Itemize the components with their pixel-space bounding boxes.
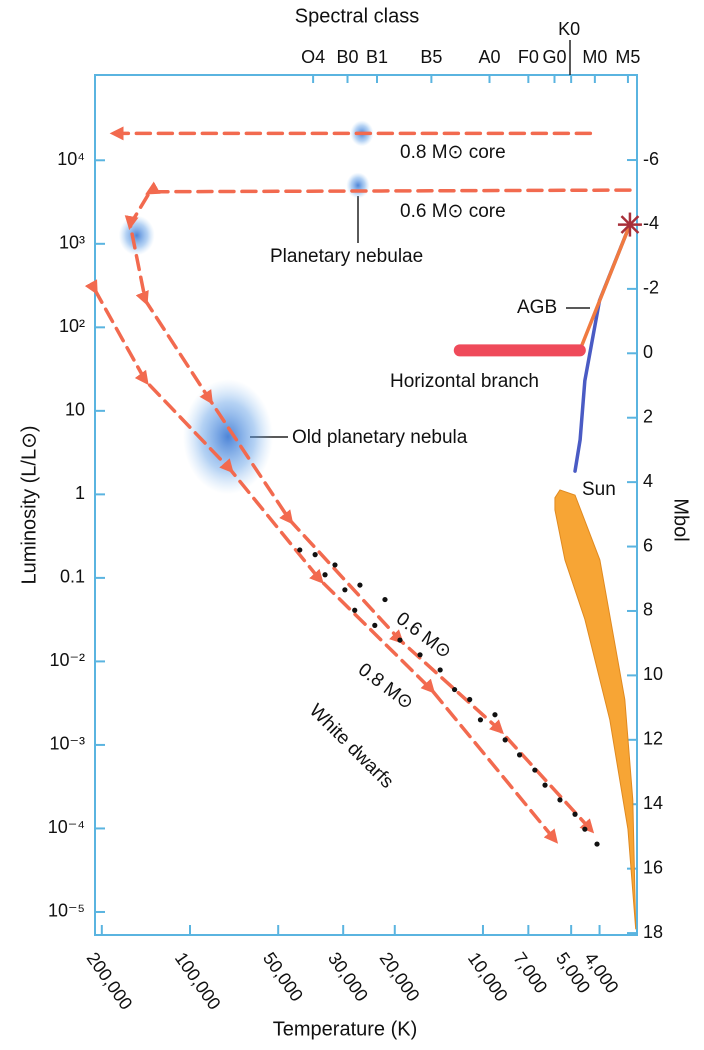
x2-tick-label: B5 bbox=[420, 47, 442, 67]
x2-tick-label: K0 bbox=[558, 19, 580, 39]
main-sequence-band bbox=[554, 489, 637, 930]
branch-line bbox=[578, 222, 632, 353]
annotation: 0.6 M⊙ bbox=[392, 608, 455, 663]
white-dwarf bbox=[297, 547, 303, 553]
white-dwarf bbox=[502, 737, 508, 743]
white-dwarf bbox=[451, 686, 458, 693]
y-tick-label: 10⁻² bbox=[49, 650, 85, 670]
evolution-track bbox=[124, 181, 632, 834]
y-tick-label: 10 bbox=[65, 400, 85, 420]
white-dwarf bbox=[532, 767, 538, 773]
y-tick-label: 1 bbox=[75, 483, 85, 503]
y2-tick-label: -6 bbox=[643, 149, 659, 169]
x2-tick-label: A0 bbox=[478, 47, 500, 67]
x-tick-label: 10,000 bbox=[464, 949, 512, 1006]
annotation: White dwarfs bbox=[305, 700, 397, 792]
white-dwarf bbox=[332, 562, 338, 568]
y-tick-label: 10² bbox=[59, 316, 85, 336]
white-dwarf bbox=[582, 826, 588, 832]
x-tick-label: 7,000 bbox=[509, 949, 551, 997]
y2-tick-label: -4 bbox=[643, 213, 659, 233]
y-axis-title: Luminosity (L/L⊙) bbox=[18, 425, 40, 584]
white-dwarf bbox=[312, 552, 318, 558]
y2-tick-label: -2 bbox=[643, 278, 659, 298]
y2-tick-label: 8 bbox=[643, 600, 653, 620]
white-dwarf bbox=[467, 696, 473, 703]
annotation: Old planetary nebula bbox=[292, 427, 468, 448]
x2-tick-label: M5 bbox=[615, 47, 640, 67]
white-dwarf bbox=[397, 637, 403, 643]
white-dwarf bbox=[594, 841, 600, 847]
x-tick-label: 50,000 bbox=[259, 949, 307, 1006]
nebula bbox=[346, 172, 370, 199]
y2-tick-label: 6 bbox=[643, 535, 653, 555]
annotation: Horizontal branch bbox=[390, 371, 539, 392]
white-dwarf bbox=[437, 667, 443, 673]
y2-tick-label: 2 bbox=[643, 406, 653, 426]
white-dwarf bbox=[357, 582, 363, 588]
y2-tick-label: 12 bbox=[643, 729, 663, 749]
annotation: 0.6 M⊙ core bbox=[400, 201, 506, 222]
y-tick-label: 10⁻³ bbox=[49, 734, 85, 754]
x2-tick-label: O4 bbox=[301, 47, 325, 67]
white-dwarf bbox=[342, 587, 348, 593]
white-dwarf bbox=[322, 572, 328, 578]
y2-tick-label: 18 bbox=[643, 922, 663, 942]
x-axis-title: Temperature (K) bbox=[273, 1018, 418, 1040]
annotation: 0.8 M⊙ core bbox=[400, 142, 506, 163]
y2-tick-label: 14 bbox=[643, 793, 663, 813]
y2-tick-label: 10 bbox=[643, 664, 663, 684]
agb-tip-star bbox=[620, 215, 640, 234]
y-tick-label: 10³ bbox=[59, 233, 85, 253]
white-dwarf bbox=[572, 811, 578, 817]
x-tick-label: 20,000 bbox=[376, 949, 424, 1006]
white-dwarf bbox=[557, 797, 563, 803]
white-dwarf bbox=[542, 782, 548, 788]
y2-axis-title: Mbol bbox=[670, 498, 692, 541]
annotation: Planetary nebulae bbox=[270, 246, 423, 267]
annotation: AGB bbox=[517, 297, 557, 318]
white-dwarf bbox=[477, 717, 484, 723]
x2-tick-label: B1 bbox=[366, 47, 388, 67]
nebula bbox=[118, 215, 155, 256]
white-dwarf bbox=[492, 712, 498, 718]
y-tick-label: 10⁻⁴ bbox=[48, 817, 85, 837]
y2-tick-label: 4 bbox=[643, 471, 653, 491]
x2-tick-label: G0 bbox=[542, 47, 566, 67]
x-tick-label: 30,000 bbox=[324, 949, 372, 1006]
x-tick-label: 200,000 bbox=[83, 949, 137, 1014]
x2-tick-label: M0 bbox=[582, 47, 607, 67]
x2-tick-label: F0 bbox=[518, 47, 539, 67]
white-dwarf bbox=[516, 752, 523, 758]
y-tick-label: 0.1 bbox=[60, 567, 85, 587]
white-dwarf bbox=[352, 607, 358, 613]
top-axis-title: Spectral class bbox=[295, 5, 420, 27]
white-dwarf bbox=[417, 652, 423, 658]
y2-tick-label: 0 bbox=[643, 342, 653, 362]
white-dwarf bbox=[372, 622, 378, 628]
white-dwarf bbox=[382, 596, 388, 603]
annotation: Sun bbox=[582, 479, 616, 500]
y-tick-label: 10⁴ bbox=[57, 149, 85, 169]
x-tick-label: 100,000 bbox=[171, 949, 225, 1014]
y2-tick-label: 16 bbox=[643, 857, 663, 877]
x2-tick-label: B0 bbox=[336, 47, 358, 67]
y-tick-label: 10⁻⁵ bbox=[48, 901, 85, 921]
